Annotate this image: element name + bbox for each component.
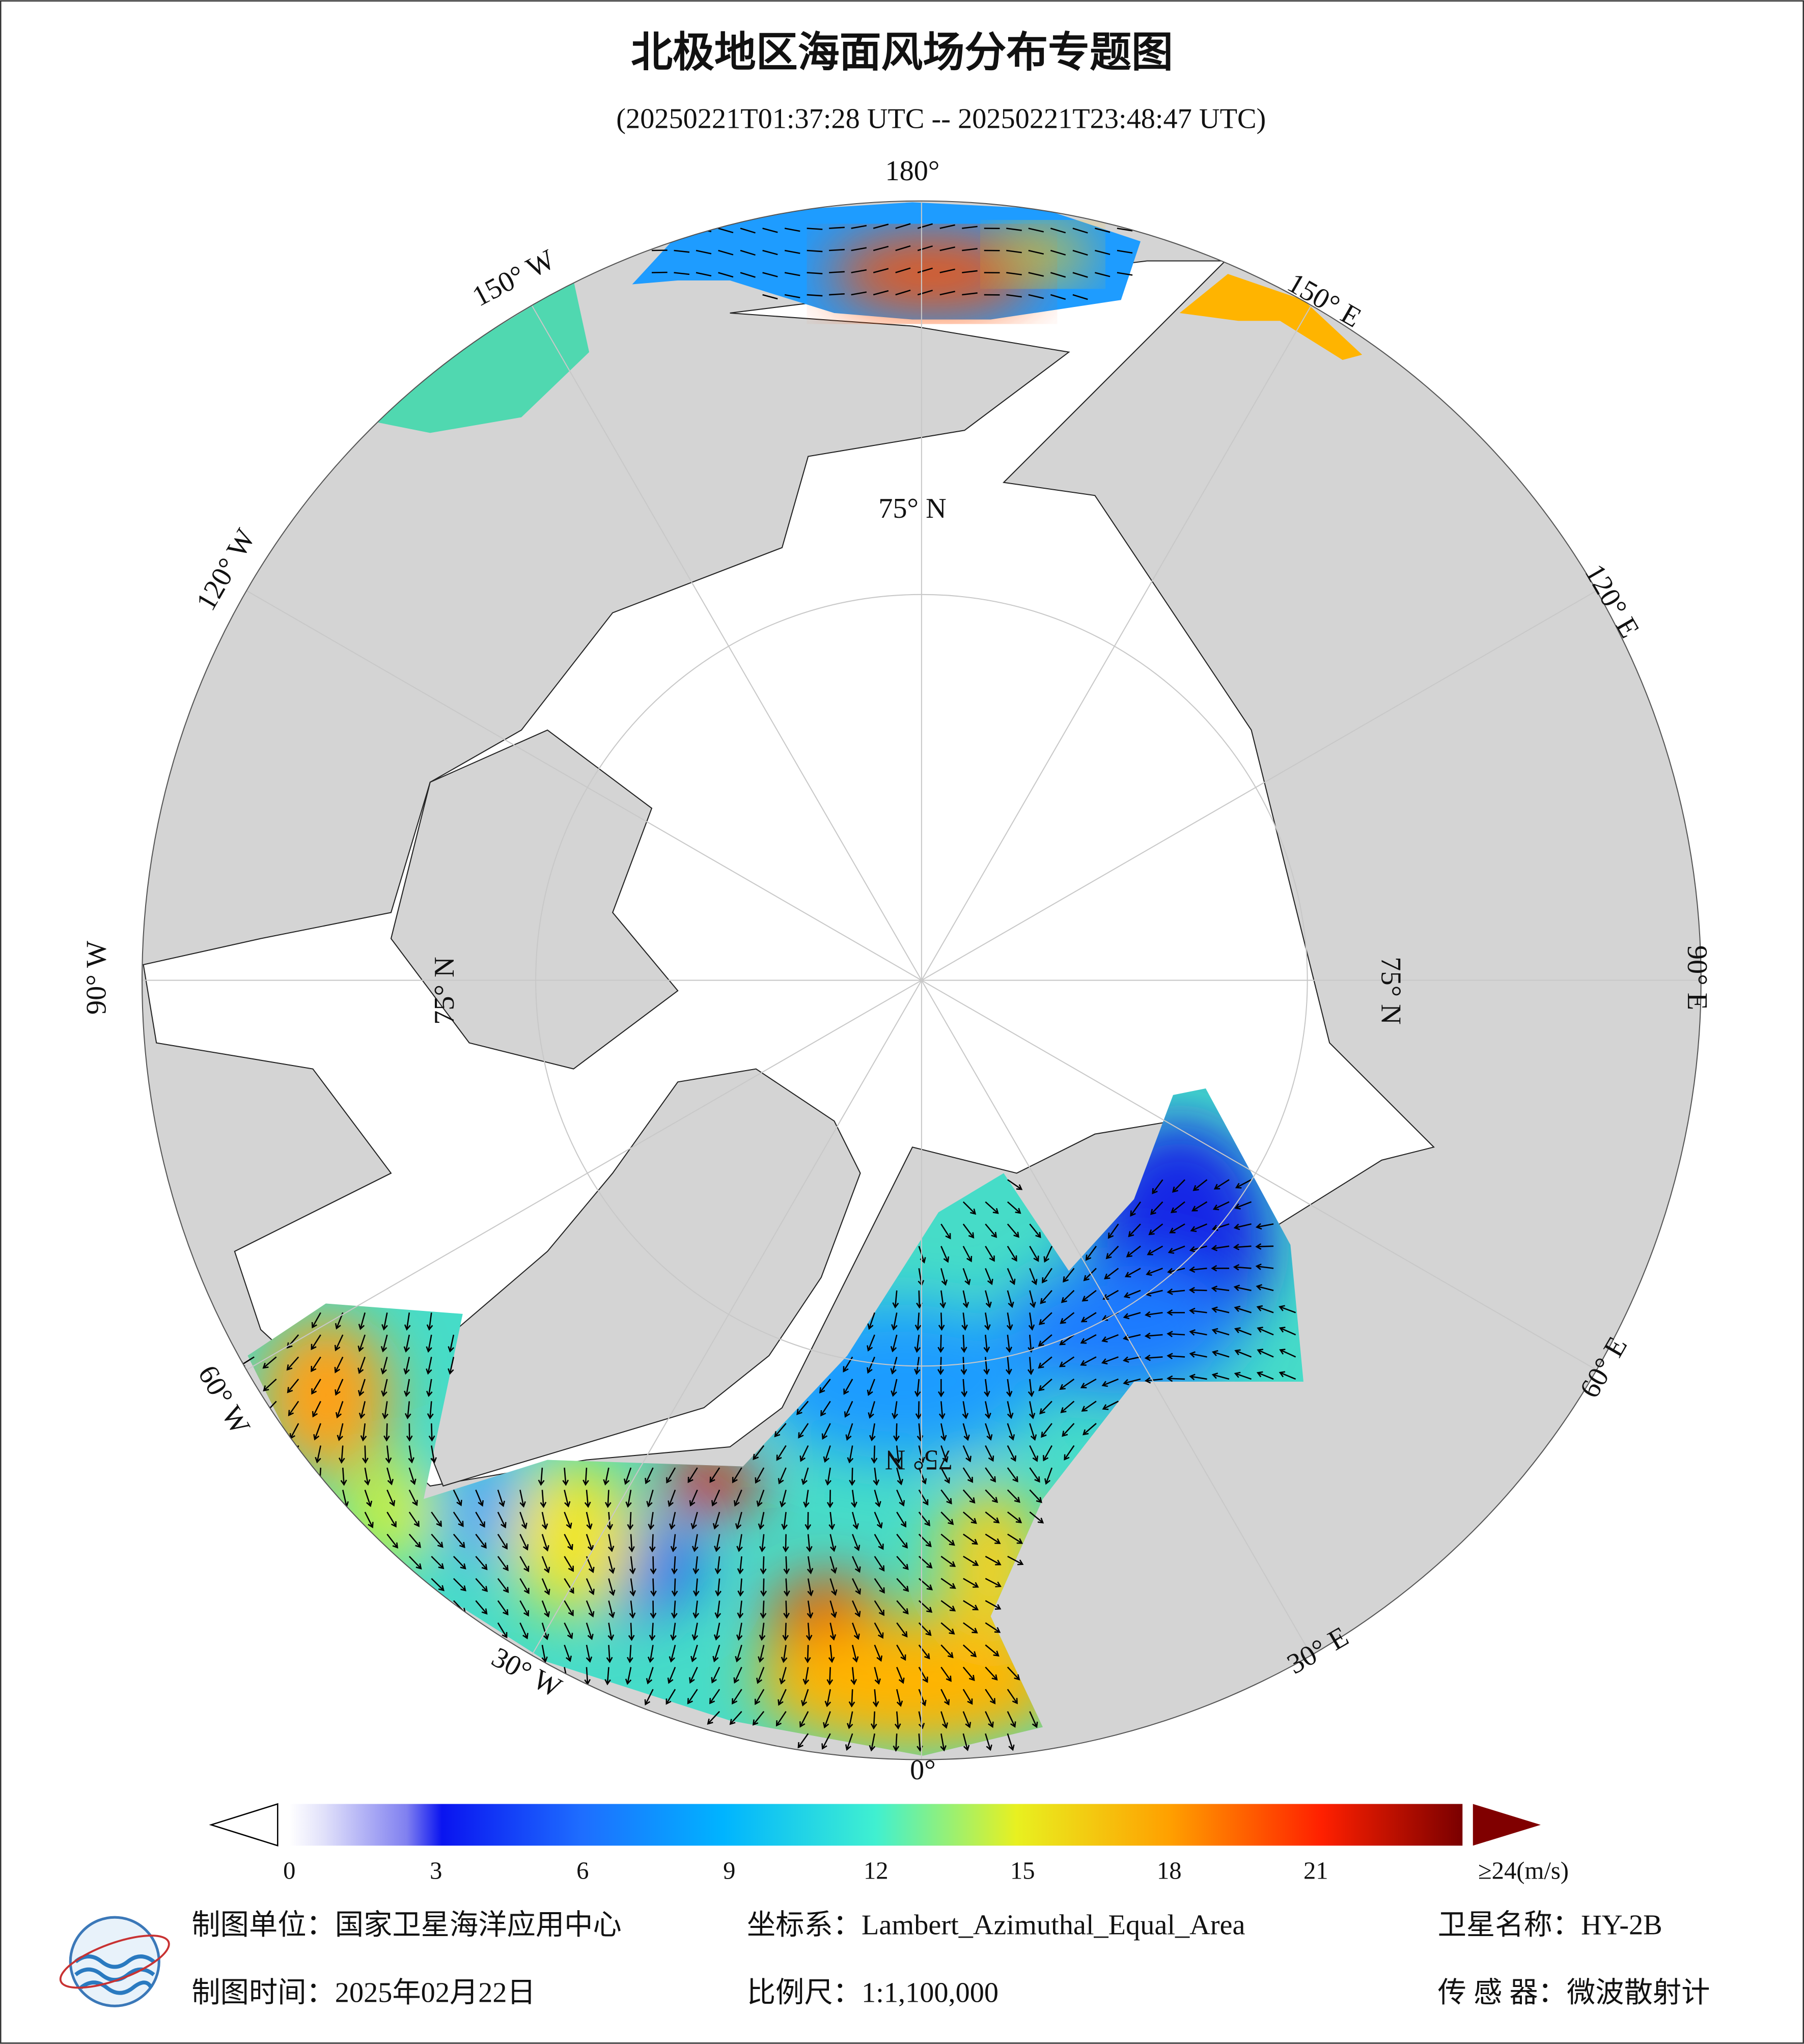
colorbar-tick-label: 15 bbox=[1010, 1857, 1035, 1884]
lon-label: 180° bbox=[885, 155, 939, 187]
colorbar-under bbox=[209, 1803, 279, 1847]
scale: 比例尺：1:1,100,000 bbox=[747, 1977, 998, 2009]
meridian bbox=[244, 979, 922, 1372]
meridian bbox=[921, 589, 1599, 981]
colorbar-tick-label: 18 bbox=[1157, 1857, 1182, 1884]
colorbar-ramp bbox=[289, 1804, 1463, 1846]
title: 北极地区海面风场分布专题图 bbox=[631, 28, 1173, 76]
meridian bbox=[921, 979, 1599, 1372]
colorbar-tick-label: ≥24(m/s) bbox=[1478, 1857, 1569, 1884]
ocean bbox=[143, 260, 1435, 1487]
lat-label: 75° N bbox=[429, 957, 460, 1025]
colorbar-over bbox=[1473, 1804, 1541, 1846]
date: 制图时间：2025年02月22日 bbox=[191, 1977, 536, 2009]
map-border bbox=[142, 200, 1702, 1760]
lat-label: 75° N bbox=[885, 1444, 953, 1476]
logo bbox=[59, 1916, 170, 2007]
producer: 制图单位：国家卫星海洋应用中心 bbox=[191, 1910, 621, 1941]
meridian bbox=[244, 589, 922, 981]
subtitle: (20250221T01:37:28 UTC -- 20250221T23:48… bbox=[616, 103, 1266, 134]
colorbar-tick-label: 6 bbox=[576, 1857, 589, 1884]
lon-label: 0° bbox=[910, 1754, 936, 1786]
colorbar-tick-label: 0 bbox=[283, 1857, 295, 1884]
meridian bbox=[530, 302, 922, 981]
meridian bbox=[921, 980, 1313, 1658]
sensor: 传 感 器：微波散射计 bbox=[1438, 1977, 1710, 2009]
lat-label: 75° N bbox=[1375, 957, 1406, 1025]
meridian bbox=[921, 302, 1313, 981]
lon-label: 90° E bbox=[1681, 945, 1713, 1010]
footer: 制图单位：国家卫星海洋应用中心 坐标系：Lambert_Azimuthal_Eq… bbox=[191, 1910, 1710, 2009]
colorbar-tick-label: 21 bbox=[1303, 1857, 1328, 1884]
meridian bbox=[530, 980, 922, 1658]
archipelago bbox=[390, 729, 679, 1070]
satellite: 卫星名称：HY-2B bbox=[1438, 1910, 1662, 1941]
graticule bbox=[142, 201, 1701, 1760]
wind-arrows bbox=[238, 223, 1296, 1752]
colorbar: 0 3 6 9 12 15 18 21 ≥24(m/s) bbox=[209, 1803, 1569, 1884]
lon-label: 90° W bbox=[80, 940, 112, 1015]
colorbar-tick-label: 3 bbox=[430, 1857, 442, 1884]
lat-label: 75° N bbox=[878, 493, 947, 524]
projection: 坐标系：Lambert_Azimuthal_Equal_Area bbox=[747, 1910, 1245, 1941]
colorbar-tick-label: 9 bbox=[723, 1857, 735, 1884]
colorbar-tick-label: 12 bbox=[864, 1857, 889, 1884]
